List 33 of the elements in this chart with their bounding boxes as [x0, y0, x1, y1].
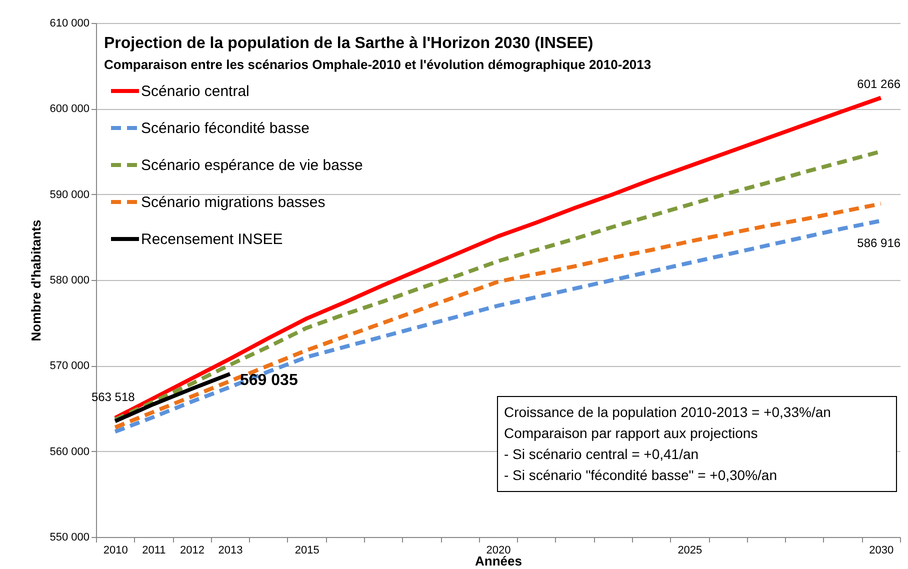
line-series	[113, 96, 883, 420]
data-label: 601 266	[857, 76, 901, 91]
legend-label: Scénario central	[141, 83, 250, 100]
y-tick-label: 600 000	[50, 103, 90, 116]
x-tick-label: 2025	[678, 544, 702, 556]
annotation: Croissance de la population 2010-2013 = +0,33%/an	[504, 403, 832, 422]
legend-label: Scénario espérance de vie basse	[141, 157, 363, 174]
x-tick-label: 2030	[869, 544, 894, 556]
x-tick-label: 2010	[103, 544, 128, 556]
legend-label: Scénario fécondité basse	[141, 120, 310, 137]
legend-label: Scénario migrations basses	[141, 194, 326, 211]
y-axis-title: Nombre d'habitants	[28, 220, 44, 342]
x-tick-label: 2011	[142, 544, 166, 556]
x-axis-title: Années	[475, 554, 522, 568]
y-tick-label: 550 000	[50, 532, 90, 544]
annotation: Comparaison par rapport aux projections	[504, 424, 759, 443]
y-tick-label: 580 000	[50, 274, 90, 286]
y-tick-label: 560 000	[50, 446, 90, 458]
annotation: - Si scénario "fécondité basse" = +0,30%/an	[504, 466, 778, 485]
x-tick-label: 2015	[294, 544, 320, 556]
text: Comparaison entre les scénarios Omphale-2010 et l'évolution démographique 2010-2013	[104, 57, 652, 72]
y-tick-label: 610 000	[50, 18, 90, 30]
data-label: 563 518	[91, 390, 136, 404]
text: Projection de la population de la Sarthe à l'Horizon 2030 (INSEE)	[104, 35, 594, 52]
legend-label: Recensement INSEE	[141, 231, 283, 248]
y-tick-label: 590 000	[50, 188, 90, 201]
line-series	[113, 372, 232, 424]
y-tick-label: 570 000	[50, 360, 90, 372]
annotation: - Si scénario central = +0,41/an	[504, 445, 700, 464]
data-label: 586 916	[857, 236, 901, 250]
x-tick-label: 2013	[218, 544, 243, 556]
x-tick-label: 2020	[486, 544, 511, 556]
x-tick-label: 2012	[180, 544, 204, 556]
